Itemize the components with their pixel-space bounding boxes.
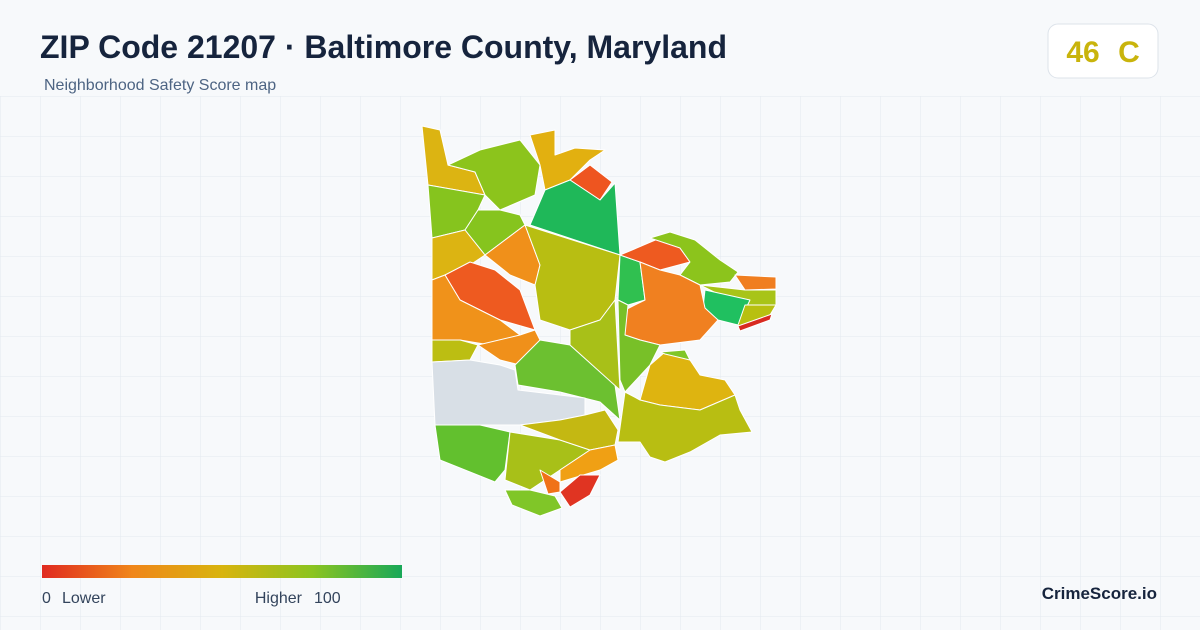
map — [421, 125, 777, 517]
neighborhood — [649, 231, 739, 286]
neighborhood — [431, 339, 479, 363]
legend-min: 0 — [42, 590, 51, 607]
legend-max: 100 — [314, 590, 341, 607]
neighborhood — [569, 299, 621, 391]
legend-max-label: Higher — [255, 590, 303, 607]
title: ZIP Code 21207 · Baltimore County, Maryl… — [40, 29, 727, 65]
brand: CrimeScore.io — [1042, 584, 1157, 603]
neighborhood — [504, 489, 563, 517]
neighborhood — [559, 474, 601, 508]
neighborhood — [519, 409, 619, 451]
neighborhood — [529, 179, 621, 256]
neighborhood — [529, 129, 606, 191]
neighborhood — [737, 313, 773, 332]
neighborhood — [734, 274, 777, 291]
neighborhood — [617, 299, 661, 393]
score-value: 46 — [1066, 36, 1099, 69]
subtitle: Neighborhood Safety Score map — [44, 77, 276, 94]
neighborhood — [434, 424, 511, 483]
score-grade: C — [1118, 36, 1140, 69]
neighborhood — [617, 391, 753, 463]
score-box — [1047, 23, 1159, 79]
legend-gradient — [42, 565, 402, 578]
score-badge: 46 C — [1047, 23, 1159, 79]
neighborhood — [447, 139, 541, 211]
neighborhood — [659, 349, 691, 361]
legend-min-label: Lower — [62, 590, 106, 607]
